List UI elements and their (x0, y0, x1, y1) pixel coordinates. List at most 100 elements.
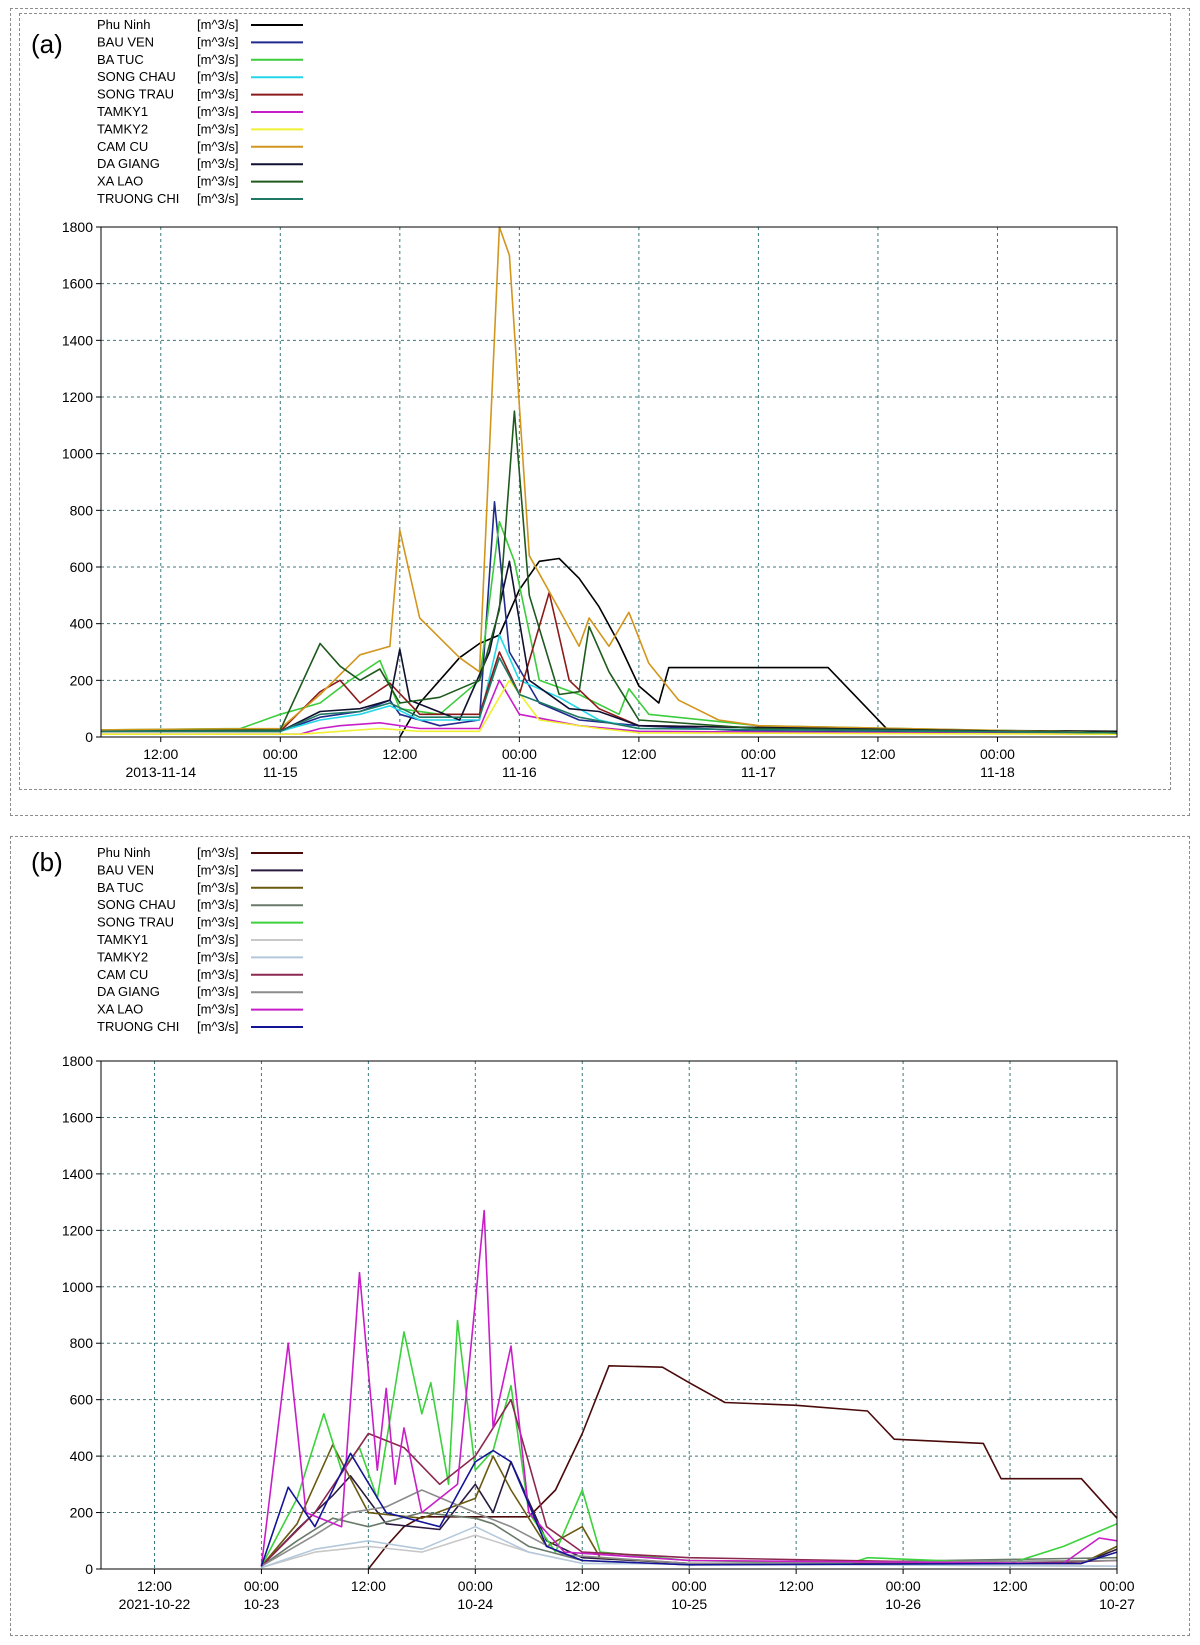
series-line (260, 1209, 1118, 1567)
x-tick-label: 00:00 (672, 1578, 707, 1594)
chart-panel-b: (b) Phu Ninh [m^3/s] BAU VEN [m^3/s] BA TUC [… (10, 836, 1190, 1636)
legend-series-name: BA TUC (97, 880, 144, 895)
legend-unit: [m^3/s] (197, 69, 239, 84)
x-tick-label: 12:00 (137, 1578, 172, 1594)
legend-unit: [m^3/s] (197, 880, 239, 895)
x-tick-label: 12:00 (860, 746, 895, 762)
legend-unit: [m^3/s] (197, 156, 239, 171)
panel-label: (a) (31, 29, 63, 59)
x-axis: 12:00 2021-10-22 00:00 10-23 12:00 00:00 10-24… (119, 1569, 1135, 1612)
grid (101, 227, 1117, 737)
legend-series-name: TAMKY2 (97, 121, 148, 136)
series-line (100, 410, 1118, 734)
legend-unit: [m^3/s] (197, 1019, 239, 1034)
x-tick-label: 12:00 (351, 1578, 386, 1594)
x-tick-label: 00:00 (741, 746, 776, 762)
x-tick-label: 12:00 (779, 1578, 814, 1594)
legend-unit: [m^3/s] (197, 34, 239, 49)
y-tick-label: 400 (70, 616, 94, 632)
legend-unit: [m^3/s] (197, 984, 239, 999)
y-axis: 0 200 400 600 800 1000 1200 1400 1600 1800 (62, 1053, 101, 1577)
legend-unit: [m^3/s] (197, 87, 239, 102)
chart-panel-a: (a) Phu Ninh [m^3/s] BAU VEN [m^3/s] BA TUC [… (10, 8, 1190, 816)
legend-unit: [m^3/s] (197, 174, 239, 189)
x-tick-label: 11-15 (263, 764, 298, 780)
x-tick-label: 2021-10-22 (119, 1596, 191, 1612)
series-lines (260, 1209, 1118, 1570)
legend: Phu Ninh [m^3/s] BAU VEN [m^3/s] BA TUC [m^3/… (97, 845, 303, 1034)
series-line (101, 560, 1118, 734)
y-tick-label: 1000 (62, 446, 93, 462)
legend-series-name: Phu Ninh (97, 17, 150, 32)
x-tick-label: 10-27 (1099, 1596, 1135, 1612)
x-tick-label: 12:00 (382, 746, 417, 762)
x-tick-label: 00:00 (886, 1578, 921, 1594)
legend-series-name: BAU VEN (97, 862, 154, 877)
x-tick-label: 11-17 (741, 764, 776, 780)
x-tick-label: 00:00 (502, 746, 537, 762)
series-line (101, 501, 1118, 734)
y-tick-label: 1200 (62, 389, 93, 405)
x-tick-label: 12:00 (143, 746, 178, 762)
x-tick-label: 11-18 (980, 764, 1015, 780)
legend-unit: [m^3/s] (197, 1002, 239, 1017)
series-line (260, 1449, 1118, 1567)
series-line (100, 520, 1118, 734)
y-tick-label: 1800 (62, 219, 93, 235)
legend-series-name: CAM CU (97, 967, 148, 982)
x-axis: 12:00 2013-11-14 00:00 11-15 12:00 00:00 11-16… (125, 737, 1015, 780)
series-line (399, 557, 1118, 738)
series-line (101, 634, 1118, 734)
legend-series-name: TAMKY2 (97, 949, 148, 964)
legend: Phu Ninh [m^3/s] BAU VEN [m^3/s] BA TUC [m^3/… (97, 17, 303, 206)
legend-unit: [m^3/s] (197, 104, 239, 119)
y-tick-label: 1400 (62, 1166, 93, 1182)
y-tick-label: 1400 (62, 332, 93, 348)
legend-unit: [m^3/s] (197, 121, 239, 136)
legend-series-name: TRUONG CHI (97, 191, 179, 206)
x-tick-label: 00:00 (458, 1578, 493, 1594)
legend-series-name: XA LAO (97, 174, 143, 189)
legend-unit: [m^3/s] (197, 915, 239, 930)
legend-series-name: XA LAO (97, 1002, 143, 1017)
legend-series-name: DA GIANG (97, 156, 160, 171)
y-tick-label: 1600 (62, 276, 93, 292)
y-tick-label: 200 (70, 1505, 94, 1521)
series-line (101, 656, 1118, 734)
y-axis: 0 200 400 600 800 1000 1200 1400 1600 1800 (62, 219, 101, 745)
legend-unit: [m^3/s] (197, 845, 239, 860)
legend-unit: [m^3/s] (197, 191, 239, 206)
x-tick-label: 10-24 (457, 1596, 493, 1612)
legend-series-name: TAMKY1 (97, 932, 148, 947)
y-tick-label: 600 (70, 559, 94, 575)
x-tick-label: 2013-11-14 (125, 764, 196, 780)
legend-series-name: SONG CHAU (97, 897, 176, 912)
x-tick-label: 00:00 (980, 746, 1015, 762)
legend-series-name: BA TUC (97, 52, 144, 67)
y-tick-label: 0 (85, 1561, 93, 1577)
legend-unit: [m^3/s] (197, 897, 239, 912)
x-tick-label: 10-25 (671, 1596, 707, 1612)
y-tick-label: 1600 (62, 1109, 93, 1125)
series-line (261, 1525, 1118, 1569)
legend-series-name: TAMKY1 (97, 104, 148, 119)
legend-series-name: BAU VEN (97, 34, 154, 49)
x-tick-label: 10-26 (885, 1596, 921, 1612)
x-tick-label: 00:00 (263, 746, 298, 762)
grid (101, 1061, 1118, 1569)
series-lines (100, 226, 1118, 738)
legend-series-name: SONG TRAU (97, 87, 174, 102)
legend-unit: [m^3/s] (197, 862, 239, 877)
chart-svg-a: Phu Ninh [m^3/s] BAU VEN [m^3/s] BA TUC [m^3/… (62, 17, 1118, 780)
chart-svg-b: Phu Ninh [m^3/s] BAU VEN [m^3/s] BA TUC [m^3/… (62, 845, 1135, 1612)
y-tick-label: 0 (85, 729, 93, 745)
y-tick-label: 400 (70, 1448, 94, 1464)
x-tick-label: 11-16 (502, 764, 537, 780)
y-tick-label: 1200 (62, 1222, 93, 1238)
legend-series-name: DA GIANG (97, 984, 160, 999)
series-line (101, 679, 1118, 735)
legend-series-name: CAM CU (97, 139, 148, 154)
series-line (367, 1365, 1118, 1570)
legend-unit: [m^3/s] (197, 949, 239, 964)
x-tick-label: 12:00 (993, 1578, 1028, 1594)
